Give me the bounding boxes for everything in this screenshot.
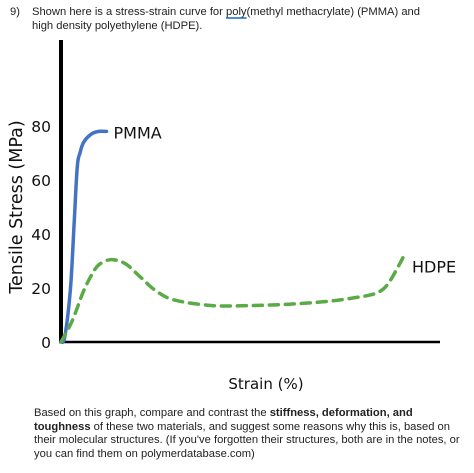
footer-text: Based on this graph, compare and contras… (34, 407, 470, 461)
y-tick-label: 40 (31, 226, 51, 244)
x-axis-label: Strain (%) (228, 375, 303, 393)
footer-bold: stiffness, deformation, and toughness (34, 407, 413, 433)
series-line-hdpe (59, 253, 406, 344)
poly-link[interactable]: poly (226, 6, 247, 18)
question-text: 9) Shown here is a stress-strain curve fo… (10, 5, 470, 33)
y-tick-label: 20 (31, 280, 51, 298)
footer-part2: of these two materials, and suggest some… (34, 420, 460, 460)
y-tick-label: 80 (31, 118, 51, 136)
stress-strain-chart: 0 20 40 60 80 Tensile Stress (MPa) Strain (%… (7, 40, 456, 393)
y-axis-label: Tensile Stress (MPa) (7, 120, 27, 294)
question-line2: high density polyethylene (HDPE). (32, 20, 203, 32)
footer-part1: Based on this graph, compare and contras… (34, 407, 270, 419)
question-line1-start: Shown here is a stress-strain curve for (32, 6, 226, 18)
question-line1-end: (methyl methacrylate) (PMMA) and (246, 6, 420, 18)
y-tick-labels: 0 20 40 60 80 (31, 118, 51, 352)
series-group: PMMA HDPE (59, 123, 456, 345)
series-line-pmma (59, 129, 109, 345)
series-label-hdpe: HDPE (412, 258, 456, 277)
y-tick-label: 60 (31, 172, 51, 190)
y-tick-label: 0 (41, 334, 51, 352)
series-label-pmma: PMMA (114, 123, 162, 142)
chart-axes (59, 40, 440, 344)
question-number: 9) (10, 6, 20, 18)
